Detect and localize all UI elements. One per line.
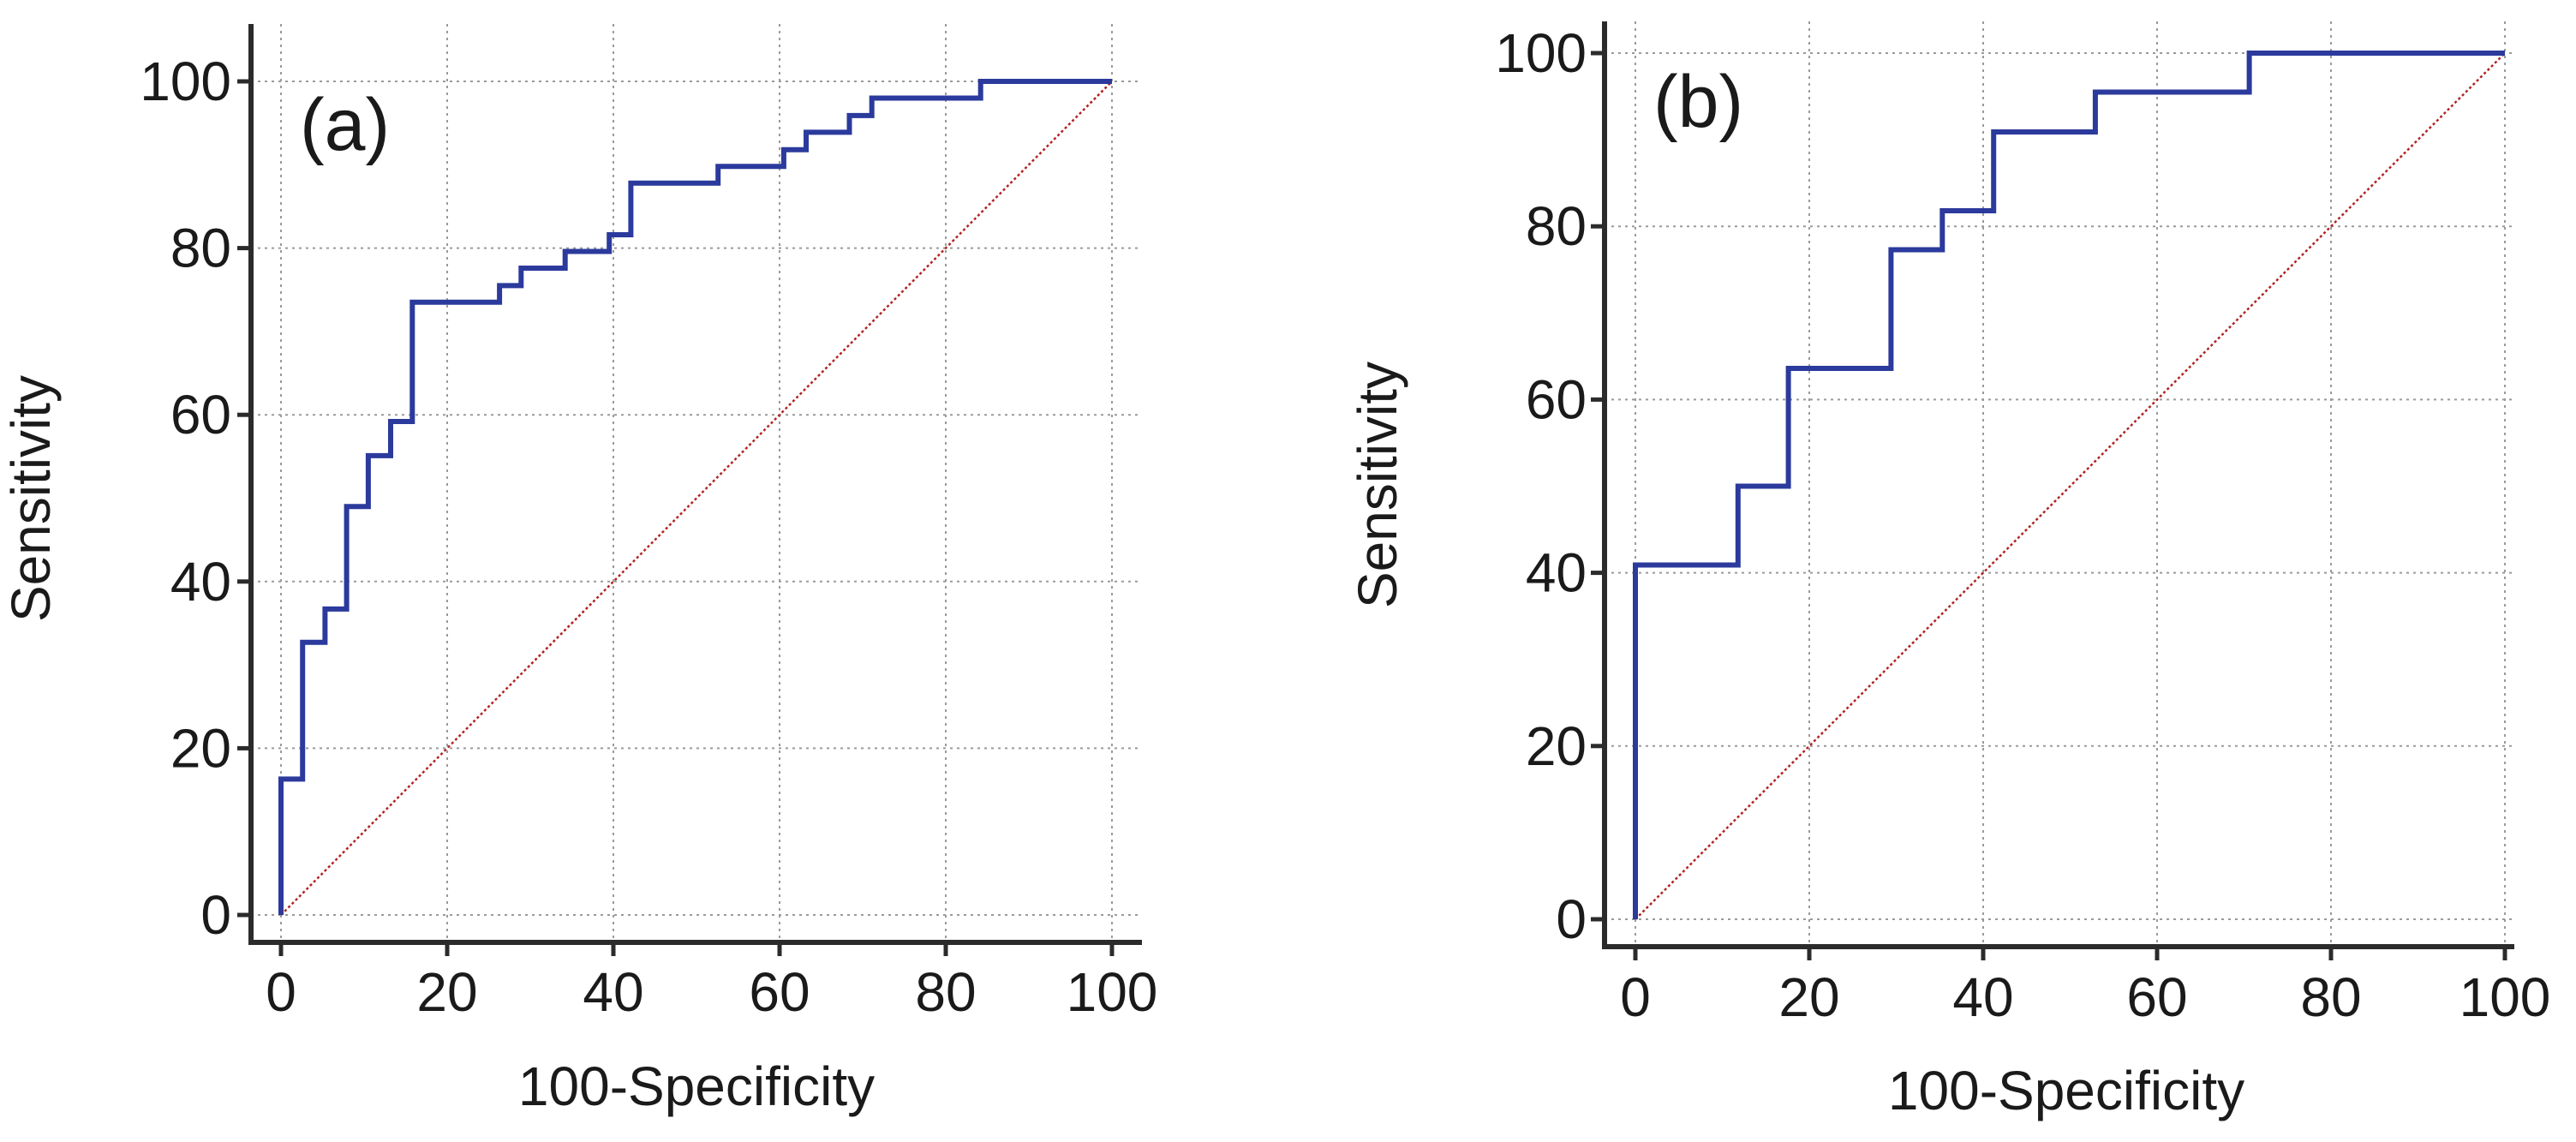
y-tick-label-60: 60: [170, 384, 231, 445]
x-tick-label-20: 20: [1778, 966, 1839, 1028]
reference-diagonal-line: [280, 81, 1113, 916]
x-tick-label-100: 100: [2459, 966, 2551, 1028]
x-tick-label-60: 60: [749, 961, 810, 1023]
x-axis-title: 100-Specificity: [1888, 1060, 2244, 1121]
y-tick-label-0: 0: [200, 884, 231, 946]
x-tick-label-40: 40: [583, 961, 643, 1023]
y-tick-label-20: 20: [170, 717, 231, 779]
y-tick-label-20: 20: [1526, 715, 1587, 777]
x-tick-label-0: 0: [1620, 966, 1651, 1028]
y-tick-label-80: 80: [1526, 195, 1587, 257]
roc-curve-line: [278, 79, 1112, 915]
x-tick-label-100: 100: [1067, 961, 1158, 1023]
roc-curve-line: [1633, 51, 2505, 919]
x-tick-label-80: 80: [2300, 966, 2361, 1028]
x-tick-label-0: 0: [266, 961, 296, 1023]
roc-panel-a: 0 20 40 60 80 100 0 20 40 60 80 100 100-Specificity S…: [0, 24, 1157, 1117]
x-tick-label-20: 20: [416, 961, 477, 1023]
roc-panel-b: 0 20 40 60 80 100 0 20 40 60 80 100 100-Specificity S…: [1347, 21, 2550, 1121]
x-axis-title: 100-Specificity: [518, 1055, 875, 1117]
y-axis-title: Sensitivity: [1347, 362, 1408, 608]
x-tick-label-60: 60: [2126, 966, 2187, 1028]
panel-label: (b): [1653, 61, 1743, 143]
y-tick-label-0: 0: [1556, 888, 1587, 950]
panel-label: (a): [300, 84, 390, 166]
reference-diagonal-line: [1635, 52, 2506, 920]
y-axis-title: Sensitivity: [0, 375, 62, 622]
y-tick-label-80: 80: [170, 218, 231, 279]
y-tick-label-40: 40: [170, 551, 231, 613]
x-tick-label-80: 80: [915, 961, 976, 1023]
y-tick-label-40: 40: [1526, 542, 1587, 604]
x-tick-label-40: 40: [1952, 966, 2013, 1028]
y-tick-label-100: 100: [140, 51, 231, 112]
y-tick-label-60: 60: [1526, 368, 1587, 430]
y-tick-label-100: 100: [1495, 22, 1587, 84]
